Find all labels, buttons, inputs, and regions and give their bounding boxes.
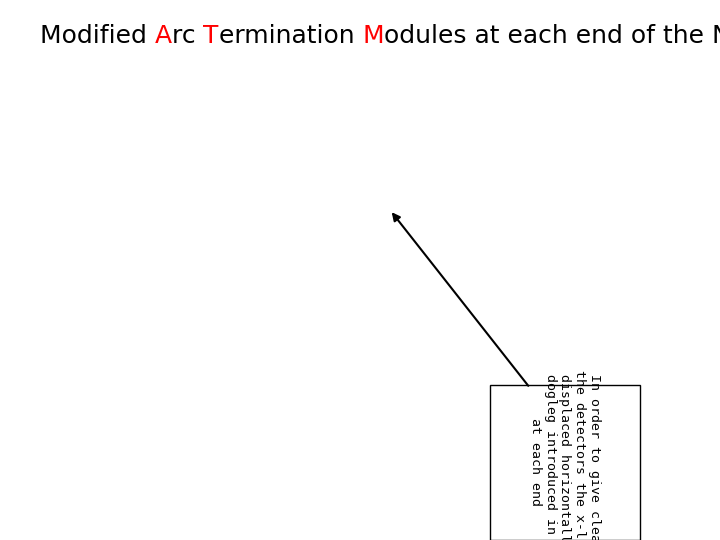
Text: In order to give clear
the detectors the x-lin
displaced horizontally
dogleg int: In order to give clear the detectors the… bbox=[528, 370, 601, 540]
Text: ermination: ermination bbox=[219, 24, 362, 48]
Text: odules at each end of the NCC: odules at each end of the NCC bbox=[384, 24, 720, 48]
Text: Modified: Modified bbox=[40, 24, 155, 48]
Text: T: T bbox=[203, 24, 219, 48]
Text: M: M bbox=[362, 24, 384, 48]
Bar bbox=[490, 385, 640, 540]
Text: A: A bbox=[155, 24, 171, 48]
Text: rc: rc bbox=[171, 24, 203, 48]
